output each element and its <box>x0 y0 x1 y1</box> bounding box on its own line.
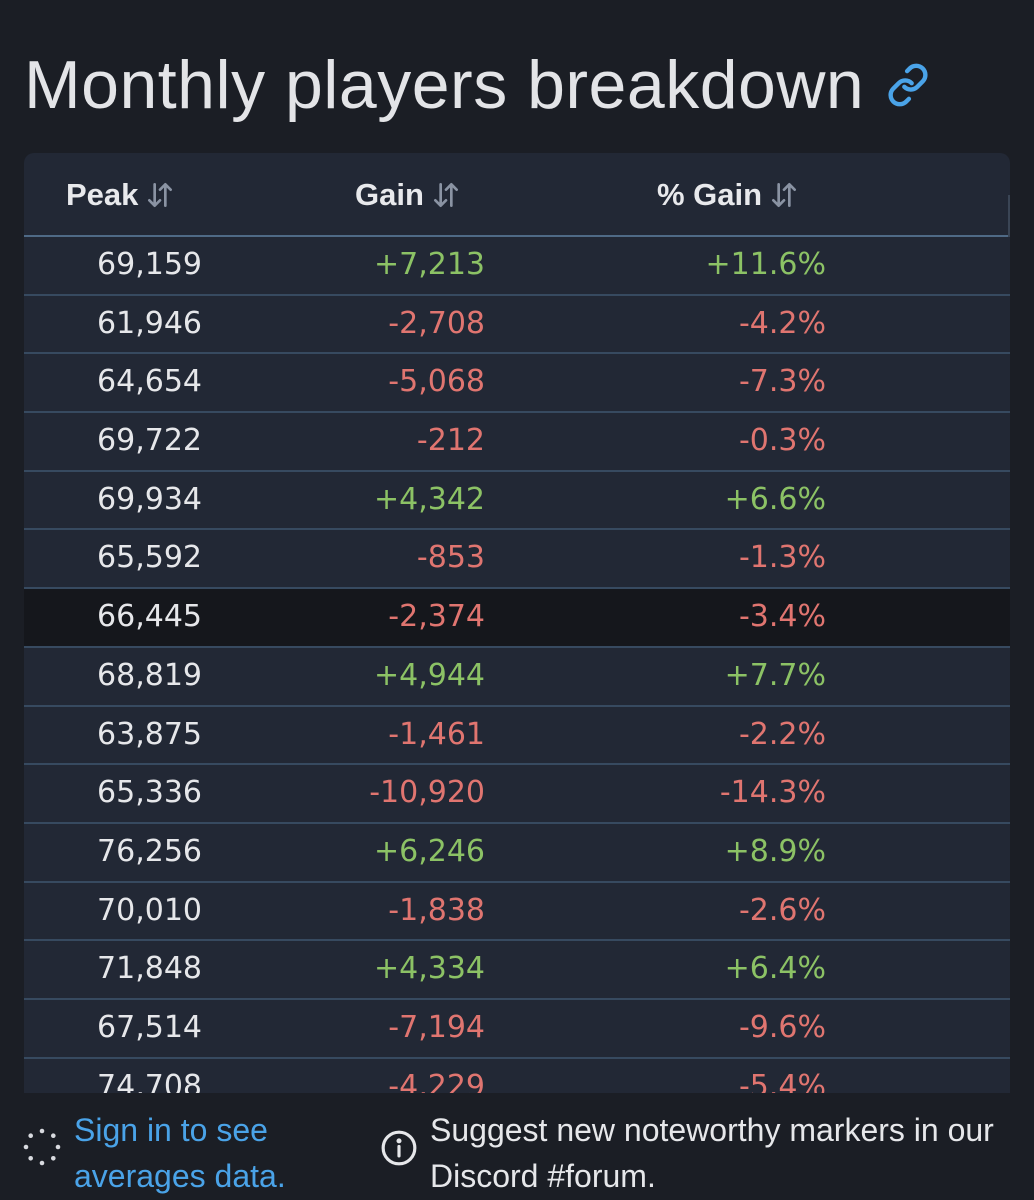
footer: Sign in to see averages data. Suggest ne… <box>0 1093 1034 1200</box>
cell-gain: -853 <box>416 540 485 576</box>
cell-peak: 70,010 <box>97 892 202 928</box>
cell-peak: 71,848 <box>97 951 202 987</box>
suggest-notice: Suggest new noteworthy markers in our Di… <box>380 1107 1030 1199</box>
header-edge-divider <box>1008 195 1010 237</box>
cell-pct-gain: +6.6% <box>724 481 826 517</box>
cell-gain: -4,229 <box>388 1068 485 1093</box>
cell-peak: 69,722 <box>97 423 202 459</box>
cell-gain: -1,838 <box>388 892 485 928</box>
link-icon[interactable] <box>886 63 930 107</box>
cell-pct-gain: -1.3% <box>738 540 826 576</box>
table-row: 69,934 +4,342 +6.6% <box>24 472 1010 531</box>
table-row: 74,708 -4,229 -5.4% <box>24 1059 1010 1093</box>
cell-pct-gain: +11.6% <box>705 247 826 282</box>
column-header-gain[interactable]: Gain <box>355 153 462 237</box>
column-header-pct-gain-label: % Gain <box>657 177 763 212</box>
table-row: 68,819 +4,944 +7.7% <box>24 648 1010 707</box>
cell-gain: -1,461 <box>388 716 485 752</box>
cell-pct-gain: -0.3% <box>738 423 826 459</box>
table-row: 65,336 -10,920 -14.3% <box>24 765 1010 824</box>
sort-arrows-icon <box>144 179 176 211</box>
cell-pct-gain: -4.2% <box>738 305 826 341</box>
table-row: 71,848 +4,334 +6.4% <box>24 941 1010 1000</box>
table-row: 69,722 -212 -0.3% <box>24 413 1010 472</box>
loading-spinner-icon <box>23 1128 61 1166</box>
cell-gain: +6,246 <box>373 833 485 869</box>
cell-gain: -212 <box>416 423 485 459</box>
cell-pct-gain: -2.6% <box>738 892 826 928</box>
cell-pct-gain: -5.4% <box>738 1068 826 1093</box>
table-row: 61,946 -2,708 -4.2% <box>24 296 1010 355</box>
suggest-text: Suggest new noteworthy markers in our Di… <box>430 1112 994 1194</box>
cell-gain: -7,194 <box>388 1009 485 1045</box>
cell-gain: -2,708 <box>388 305 485 341</box>
table-row: 66,445 -2,374 -3.4% <box>24 589 1010 648</box>
table-body: 69,159 +7,213 +11.6% 61,946 -2,708 -4.2% 64,65… <box>24 237 1010 1093</box>
cell-pct-gain: -2.2% <box>738 716 826 752</box>
cell-gain: -2,374 <box>388 599 485 635</box>
signin-link[interactable]: Sign in to see averages data. <box>74 1112 286 1194</box>
sort-arrows-icon <box>768 179 800 211</box>
cell-peak: 69,159 <box>97 247 202 282</box>
sort-arrows-icon <box>430 179 462 211</box>
cell-gain: +4,944 <box>373 657 485 693</box>
column-header-peak[interactable]: Peak <box>66 153 176 237</box>
info-icon <box>381 1130 417 1166</box>
cell-peak: 63,875 <box>97 716 202 752</box>
cell-pct-gain: -14.3% <box>719 775 826 811</box>
page-header: Monthly players breakdown <box>24 44 930 126</box>
column-header-peak-label: Peak <box>66 177 139 212</box>
page-title: Monthly players breakdown <box>24 47 865 123</box>
cell-peak: 66,445 <box>97 599 202 635</box>
cell-peak: 65,336 <box>97 775 202 811</box>
cell-pct-gain: -3.4% <box>738 599 826 635</box>
table-header: Peak Gain % Gain <box>24 153 1010 237</box>
cell-gain: -5,068 <box>388 364 485 400</box>
cell-gain: -10,920 <box>369 775 485 811</box>
cell-pct-gain: +6.4% <box>724 951 826 987</box>
cell-pct-gain: -7.3% <box>738 364 826 400</box>
cell-peak: 76,256 <box>97 833 202 869</box>
cell-gain: +4,342 <box>373 481 485 517</box>
cell-peak: 69,934 <box>97 481 202 517</box>
cell-pct-gain: -9.6% <box>738 1009 826 1045</box>
table-row: 67,514 -7,194 -9.6% <box>24 1000 1010 1059</box>
cell-peak: 74,708 <box>97 1068 202 1093</box>
players-table: Peak Gain % Gain <box>24 153 1010 1093</box>
table-row: 65,592 -853 -1.3% <box>24 530 1010 590</box>
cell-peak: 61,946 <box>97 305 202 341</box>
table-row: 64,654 -5,068 -7.3% <box>24 354 1010 414</box>
cell-pct-gain: +7.7% <box>724 657 826 693</box>
table-row: 63,875 -1,461 -2.2% <box>24 707 1010 766</box>
cell-gain: +4,334 <box>373 951 485 987</box>
cell-peak: 64,654 <box>97 364 202 400</box>
signin-notice: Sign in to see averages data. <box>22 1107 324 1199</box>
cell-pct-gain: +8.9% <box>724 833 826 869</box>
column-header-pct-gain[interactable]: % Gain <box>657 153 800 237</box>
table-row: 69,159 +7,213 +11.6% <box>24 237 1010 296</box>
cell-peak: 67,514 <box>97 1009 202 1045</box>
cell-gain: +7,213 <box>373 247 485 282</box>
cell-peak: 65,592 <box>97 540 202 576</box>
table-row: 76,256 +6,246 +8.9% <box>24 824 1010 883</box>
cell-peak: 68,819 <box>97 657 202 693</box>
table-row: 70,010 -1,838 -2.6% <box>24 883 1010 942</box>
column-header-gain-label: Gain <box>355 177 424 212</box>
